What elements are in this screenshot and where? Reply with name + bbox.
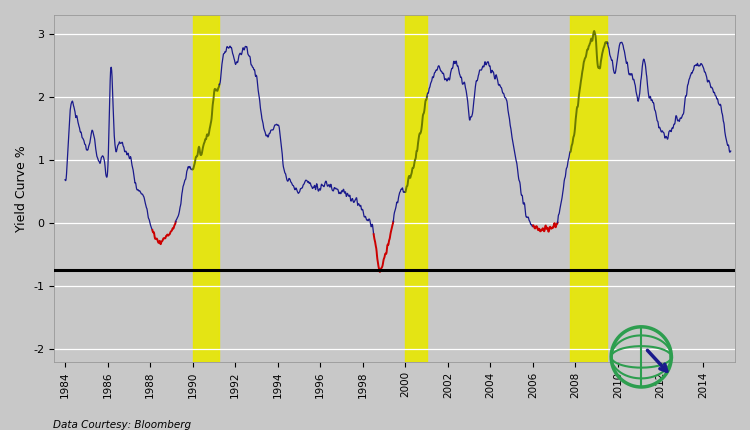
Bar bbox=[193, 15, 219, 362]
Y-axis label: Yield Curve %: Yield Curve % bbox=[15, 145, 28, 232]
Text: Data Courtesy: Bloomberg: Data Courtesy: Bloomberg bbox=[53, 420, 190, 430]
Bar bbox=[570, 15, 608, 362]
Bar bbox=[405, 15, 427, 362]
